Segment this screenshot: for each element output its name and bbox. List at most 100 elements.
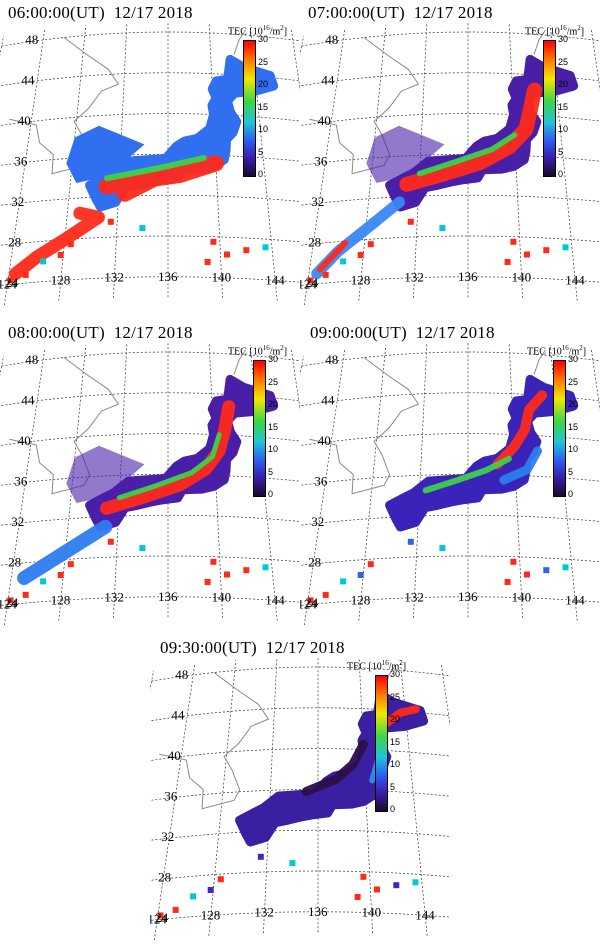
- colorbar-tick-label: 25: [558, 56, 569, 67]
- latitude-gridline: [0, 555, 300, 566]
- tec-station-marker: [262, 244, 269, 251]
- tec-coverage-extended: [66, 445, 145, 503]
- longitude-gridline: [263, 657, 278, 934]
- latitude-label: 36: [14, 154, 28, 169]
- latitude-label: 36: [14, 474, 28, 489]
- colorbar: [243, 40, 256, 177]
- tec-band: [416, 132, 518, 177]
- longitude-label: 136: [458, 589, 478, 604]
- colorbar-tick-label: 15: [390, 736, 401, 747]
- tec-band: [499, 446, 542, 485]
- colorbar-tick-label: 10: [558, 124, 569, 134]
- latitude-gridline: [0, 276, 300, 286]
- colorbar-title: TEC [1016/m2]: [347, 659, 407, 673]
- tec-coverage-extended: [66, 125, 145, 183]
- colorbar-tick-label: 15: [568, 421, 579, 432]
- tec-station-marker: [243, 567, 250, 574]
- longitude-gridline: [440, 664, 450, 727]
- panel-0900: 09:00:00(UT) 12/17 2018 48 44 40 36 32 28 24 12…: [300, 320, 600, 635]
- tec-station-marker: [107, 538, 114, 545]
- colorbar-tick-label: 0: [558, 169, 564, 179]
- longitude-gridline: [0, 35, 4, 57]
- tec-station-marker: [510, 558, 517, 565]
- tec-band: [316, 240, 349, 273]
- tec-station-marker: [367, 561, 374, 568]
- longitude-label: 140: [512, 590, 531, 605]
- tec-station-marker: [307, 597, 314, 604]
- latitude-label: 32: [311, 514, 324, 529]
- tec-station-marker: [439, 545, 446, 552]
- longitude-label: 140: [212, 590, 232, 605]
- colorbar-tick-label: 20: [268, 399, 279, 409]
- panel-title: 09:00:00(UT) 12/17 2018: [310, 323, 495, 342]
- longitude-label: 136: [158, 589, 178, 604]
- longitude-gridline: [413, 342, 428, 619]
- tec-station-marker: [243, 247, 250, 254]
- tec-station-marker: [139, 545, 146, 552]
- tec-station-marker: [504, 259, 511, 265]
- longitude-gridline: [300, 35, 304, 57]
- tec-station-marker: [210, 238, 217, 245]
- colorbar-tick-label: 25: [258, 56, 269, 67]
- panel-title: 09:30:00(UT) 12/17 2018: [160, 638, 345, 657]
- tec-band: [100, 400, 236, 515]
- latitude-gridline: [301, 31, 600, 47]
- colorbar-tick-label: 30: [390, 669, 401, 679]
- tec-station-marker: [207, 887, 214, 893]
- latitude-gridline: [1, 31, 300, 47]
- tec-station-marker: [40, 578, 47, 585]
- tec-station-marker: [504, 579, 511, 585]
- tec-station-marker: [543, 567, 550, 574]
- tec-band: [301, 739, 368, 796]
- longitude-label: 144: [565, 592, 585, 607]
- longitude-label: 128: [51, 592, 71, 607]
- colorbar-tick-label: 20: [390, 714, 401, 724]
- tec-band: [492, 390, 548, 470]
- longitude-label: 144: [265, 272, 285, 287]
- tec-station-marker: [340, 578, 347, 585]
- tec-station-marker: [217, 876, 224, 883]
- longitude-label: 128: [351, 272, 371, 287]
- tec-map: 48444036322824124128132136140144148: [0, 341, 300, 626]
- latitude-label: 24: [5, 595, 18, 610]
- tec-station-marker: [439, 225, 446, 232]
- latitude-label: 32: [11, 194, 24, 209]
- tec-station-marker: [510, 238, 517, 245]
- colorbar-tick-label: 25: [568, 376, 579, 387]
- panel-title: 07:00:00(UT) 12/17 2018: [308, 3, 493, 22]
- tec-station-marker: [7, 277, 14, 284]
- tec-band: [8, 206, 105, 281]
- tec-map: 48444036322824124128132136140144148: [300, 341, 600, 626]
- tec-station-marker: [289, 860, 296, 867]
- longitude-gridline: [590, 349, 600, 412]
- latitude-label: 40: [318, 113, 331, 128]
- tec-station-marker: [524, 571, 530, 578]
- colorbar-tick-label: 15: [258, 101, 269, 112]
- latitude-label: 48: [25, 352, 38, 367]
- latitude-label: 44: [21, 73, 35, 88]
- latitude-label: 48: [325, 352, 338, 367]
- colorbar-tick-label: 20: [558, 79, 569, 89]
- tec-band: [116, 432, 222, 501]
- latitude-label: 36: [314, 154, 328, 169]
- colorbar-tick-label: 5: [268, 466, 274, 477]
- latitude-gridline: [0, 433, 300, 446]
- latitude-label: 28: [8, 235, 21, 250]
- tec-band: [422, 455, 512, 494]
- longitude-label: 128: [51, 272, 71, 287]
- tec-station-marker: [407, 218, 414, 225]
- longitude-label: 144: [565, 272, 585, 287]
- colorbar: [543, 40, 556, 177]
- longitude-label: 124: [0, 597, 17, 612]
- colorbar-tick-label: 15: [558, 101, 569, 112]
- latitude-label: 44: [171, 708, 185, 723]
- latitude-gridline: [0, 235, 300, 246]
- tec-station-marker: [139, 225, 146, 232]
- longitude-label: 144: [415, 907, 435, 922]
- colorbar-tick-label: 0: [268, 489, 274, 499]
- longitude-label: 132: [104, 590, 124, 605]
- longitude-label: 132: [104, 270, 124, 285]
- coastline-sakhalin: [533, 29, 546, 55]
- tec-station-marker: [107, 218, 114, 225]
- colorbar-title: TEC [1016/m2]: [228, 24, 288, 38]
